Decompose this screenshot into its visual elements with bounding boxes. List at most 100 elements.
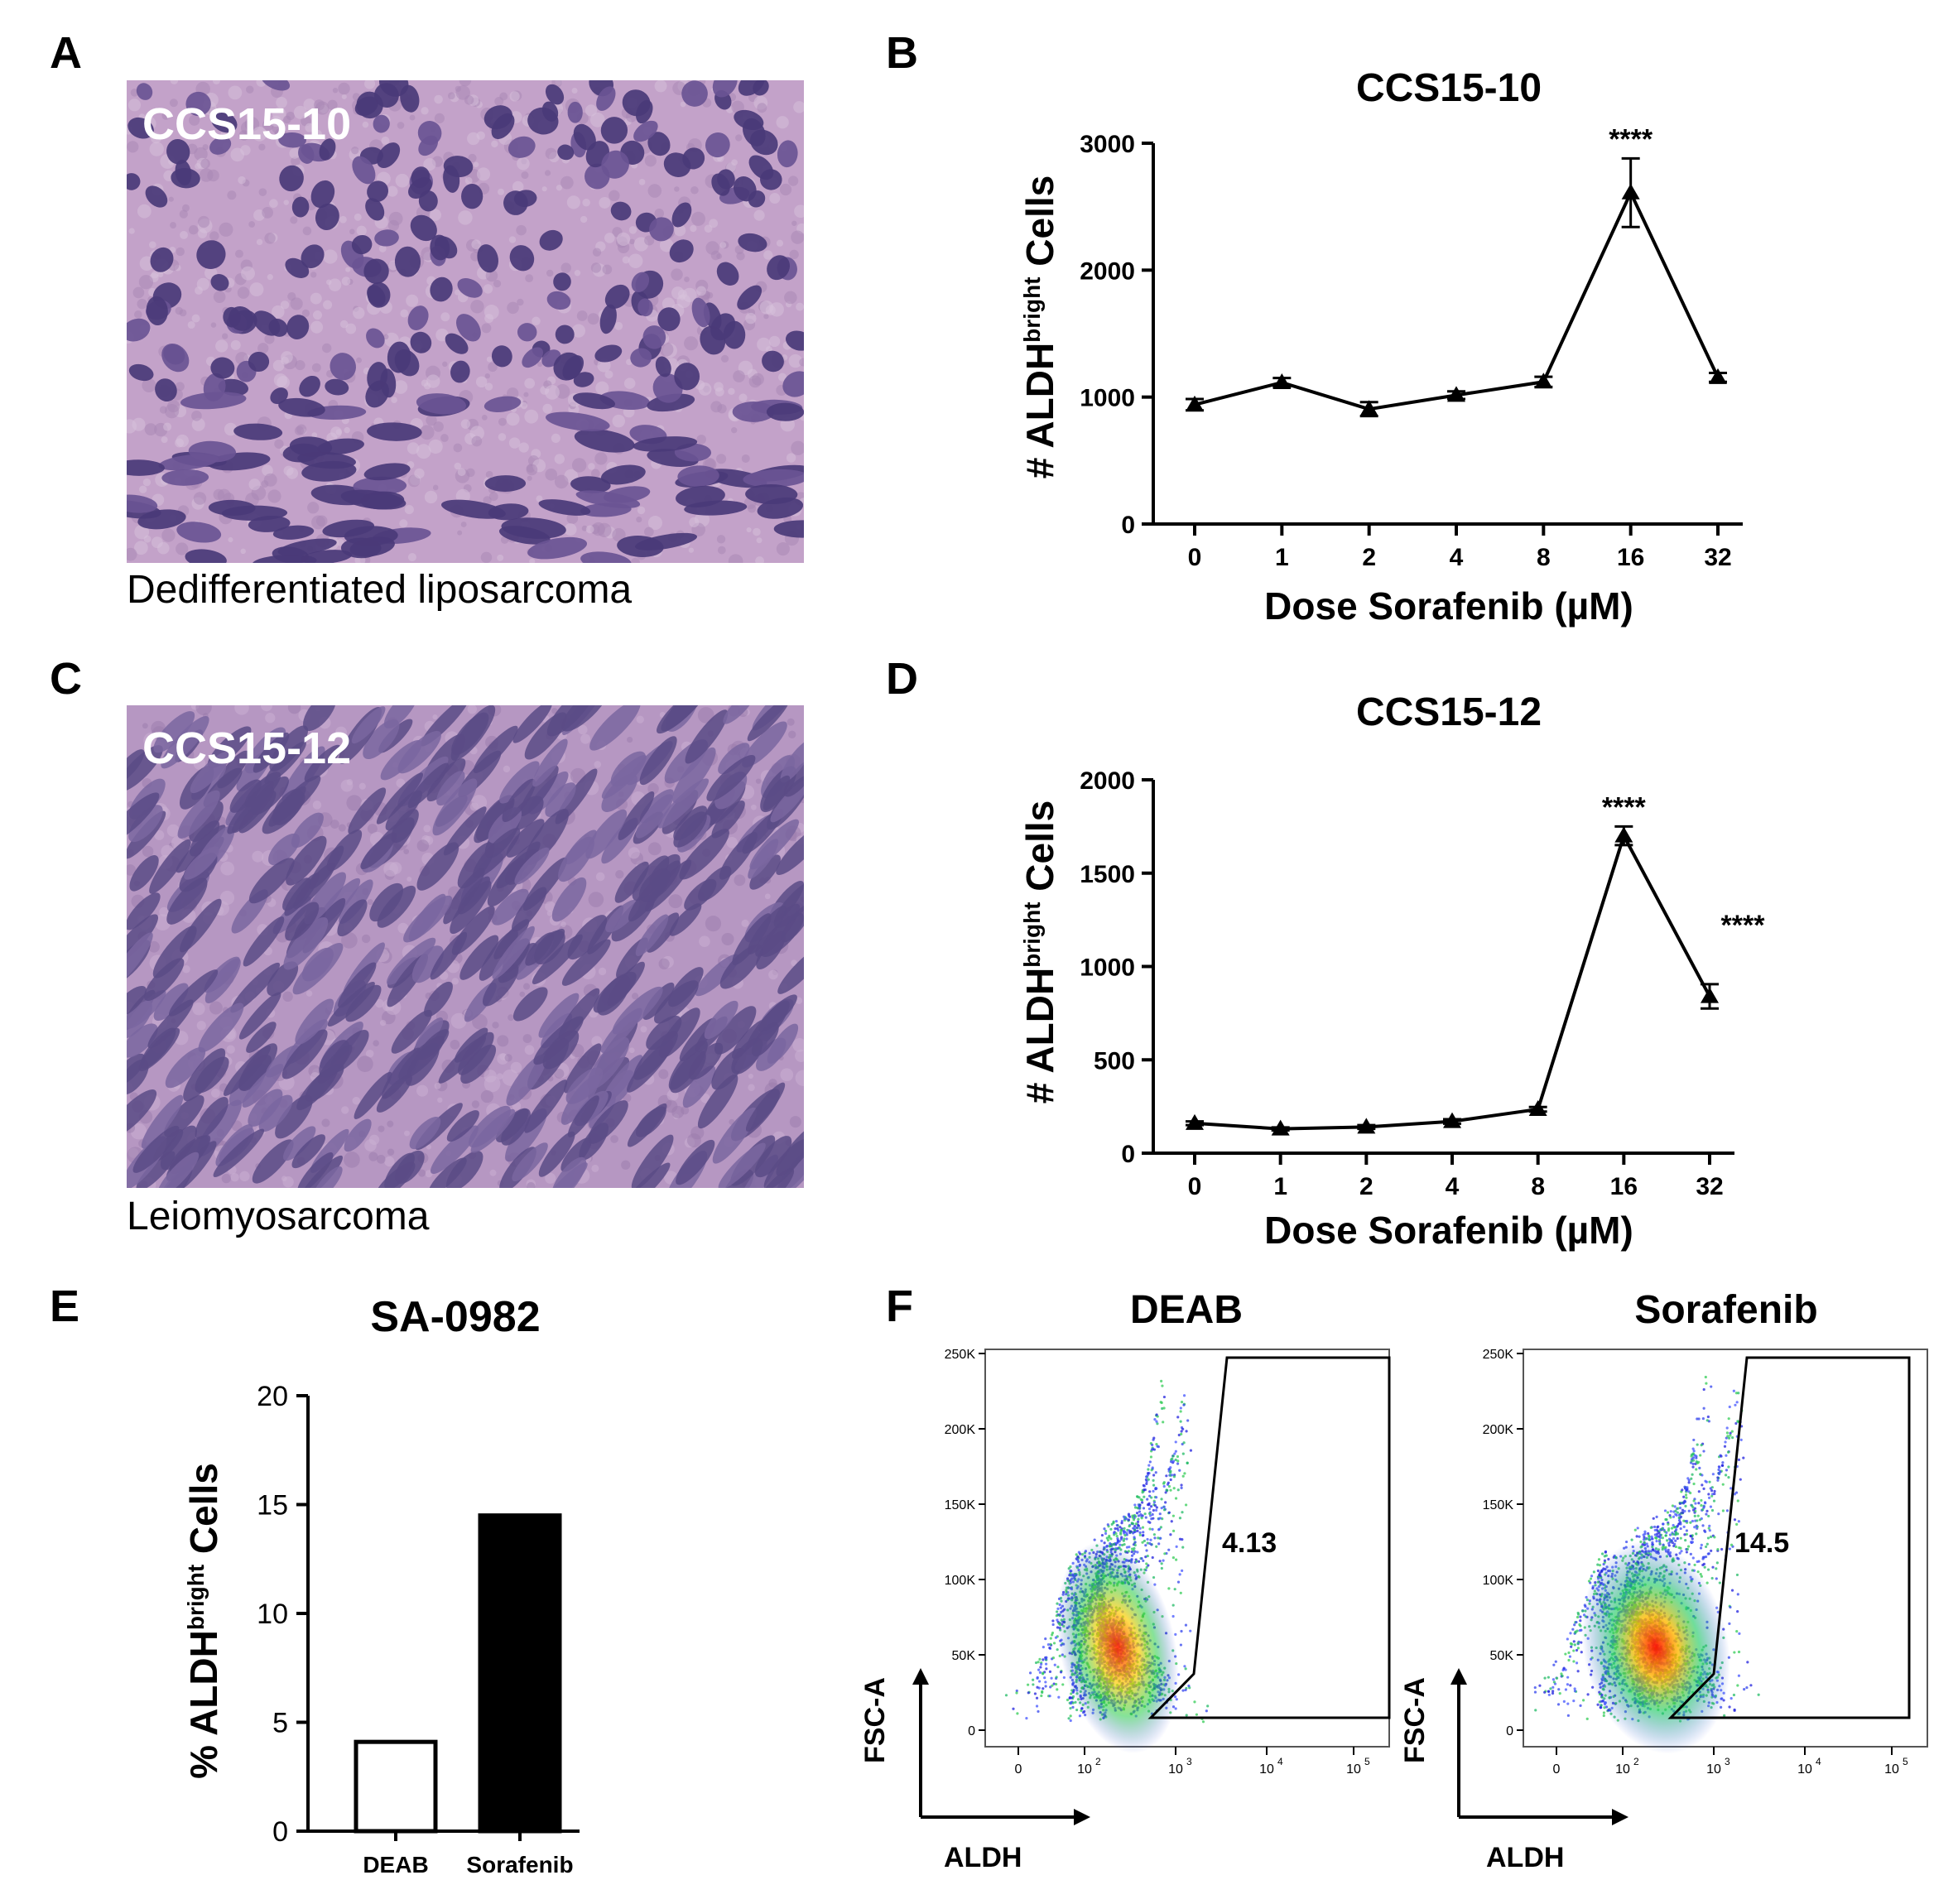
- chart-e-ylabel-suffix: Cells: [182, 1463, 225, 1565]
- event-dot: [1182, 1441, 1186, 1445]
- event-dot: [1038, 1671, 1042, 1674]
- stroma-fiber: [301, 309, 310, 317]
- stroma-fiber: [341, 94, 347, 99]
- cell-nucleus: [748, 839, 779, 879]
- stroma-fiber: [307, 502, 320, 514]
- cell-nucleus: [363, 463, 411, 481]
- stroma-fiber: [252, 126, 267, 142]
- event-dot: [1184, 1623, 1188, 1627]
- stroma-fiber: [289, 147, 301, 159]
- event-dot: [1133, 1543, 1137, 1547]
- cell-nucleus: [195, 1056, 229, 1094]
- event-dot: [1103, 1527, 1106, 1531]
- stroma-fiber: [610, 1135, 618, 1143]
- stroma-fiber: [321, 1118, 330, 1127]
- cell-nucleus: [749, 854, 781, 890]
- stroma-fiber: [416, 444, 431, 459]
- cell-nucleus: [312, 1166, 343, 1188]
- cell-nucleus: [215, 1124, 253, 1167]
- event-dot: [1205, 1709, 1208, 1713]
- event-dot: [1075, 1708, 1079, 1712]
- cell-nucleus: [161, 343, 190, 373]
- stroma-fiber: [697, 707, 714, 724]
- cell-nucleus: [278, 397, 325, 417]
- stroma-fiber: [407, 876, 412, 882]
- event-dot: [1056, 1666, 1060, 1669]
- stroma-fiber: [554, 474, 569, 489]
- event-dot: [1152, 1478, 1155, 1482]
- event-dot: [1025, 1717, 1028, 1720]
- chart-b-ylabel-sup: bright: [1019, 277, 1045, 343]
- cell-nucleus: [325, 378, 349, 396]
- event-dot: [1117, 1529, 1120, 1532]
- stroma-fiber: [418, 1169, 426, 1177]
- stroma-fiber: [516, 224, 527, 236]
- stroma-fiber: [196, 1021, 206, 1031]
- stroma-fiber: [270, 115, 282, 127]
- cell-nucleus: [710, 313, 736, 341]
- stroma-fiber: [640, 1026, 647, 1033]
- stroma-fiber: [599, 196, 611, 209]
- stroma-fiber: [378, 1125, 385, 1132]
- event-dot: [1156, 1422, 1159, 1426]
- event-dot: [1174, 1440, 1177, 1444]
- stroma-fiber: [690, 211, 705, 226]
- event-dot: [1174, 1450, 1177, 1453]
- stroma-fiber: [455, 289, 461, 296]
- stroma-fiber: [170, 80, 179, 84]
- stroma-fiber: [222, 333, 229, 339]
- cell-nucleus: [712, 80, 738, 98]
- stroma-fiber: [509, 91, 520, 102]
- cell-nucleus: [281, 746, 325, 803]
- stroma-fiber: [238, 175, 246, 185]
- stroma-fiber: [373, 1040, 379, 1046]
- stroma-fiber: [637, 506, 646, 515]
- cell-nucleus: [376, 772, 423, 825]
- stroma-fiber: [647, 516, 662, 531]
- event-dot: [1162, 1508, 1167, 1512]
- cell-nucleus: [397, 731, 441, 774]
- stroma-fiber: [764, 893, 771, 900]
- cell-nucleus: [630, 348, 652, 368]
- y-tick-label: 10: [257, 1599, 288, 1630]
- stroma-fiber: [522, 1034, 532, 1043]
- stroma-fiber: [258, 143, 266, 151]
- stroma-fiber: [536, 495, 543, 502]
- stroma-fiber: [368, 1152, 378, 1161]
- cell-nucleus: [492, 926, 535, 979]
- stroma-fiber: [234, 705, 249, 715]
- stroma-fiber: [628, 1047, 635, 1054]
- stroma-fiber: [142, 723, 148, 729]
- cell-nucleus: [681, 80, 708, 107]
- stroma-fiber: [391, 397, 397, 404]
- cell-nucleus: [506, 1054, 547, 1106]
- cell-nucleus: [176, 522, 222, 543]
- stroma-fiber: [674, 224, 686, 237]
- stroma-fiber: [249, 282, 264, 297]
- stroma-fiber: [381, 136, 390, 145]
- event-dot: [1133, 1524, 1137, 1528]
- cell-nucleus: [676, 485, 725, 507]
- stroma-fiber: [627, 736, 633, 743]
- stroma-fiber: [788, 353, 802, 368]
- stroma-fiber: [139, 485, 147, 493]
- stroma-fiber: [471, 435, 483, 447]
- stroma-fiber: [264, 233, 276, 244]
- stroma-fiber: [311, 363, 321, 373]
- cell-nucleus: [776, 1123, 804, 1176]
- cell-nucleus: [410, 331, 432, 353]
- chart-d-ylabel-suffix: Cells: [1018, 801, 1061, 902]
- event-dot: [1181, 1511, 1184, 1514]
- cell-nucleus: [461, 183, 483, 209]
- cell-nucleus: [756, 1037, 787, 1071]
- cell-nucleus: [580, 551, 632, 563]
- stroma-fiber: [787, 175, 799, 186]
- cell-nucleus: [128, 363, 154, 382]
- cell-nucleus: [141, 1094, 184, 1149]
- event-dot: [1145, 1562, 1148, 1565]
- panel-letter-c: C: [50, 654, 82, 704]
- event-dot: [1171, 1457, 1174, 1460]
- stroma-fiber: [127, 99, 142, 112]
- cell-nucleus: [136, 83, 153, 100]
